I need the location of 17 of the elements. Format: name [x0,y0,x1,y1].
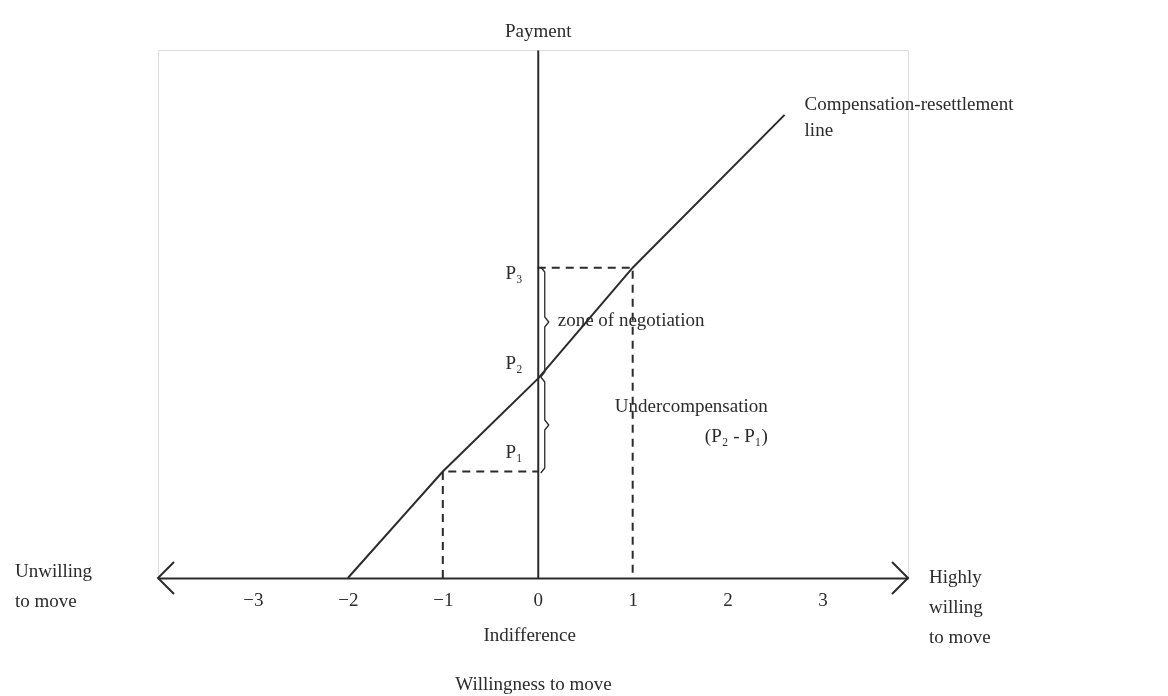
x-tick-label: −3 [243,588,264,610]
text: Indifference [483,624,576,645]
series-label: Compensation-resettlement line [804,92,1015,140]
annotation: Undercompensation (P₂ - P₁) [614,395,769,447]
x-tick-label: −1 [433,588,454,610]
x-axis-title: Willingness to move [455,672,612,694]
x-tick-label: 3 [818,588,828,610]
annotation: P₁ [505,441,523,462]
x-tick-label: −2 [338,588,359,610]
annotation: P₂ [505,352,523,373]
x-tick-label: 0 [533,588,543,610]
annotation: P₃ [505,262,523,283]
text: Highly willing to move [929,566,991,647]
x-tick-label: 1 [628,588,638,610]
text: Unwilling to move [15,560,93,611]
x-tick-label: 2 [723,588,733,610]
y-axis-title: Payment [505,19,573,41]
